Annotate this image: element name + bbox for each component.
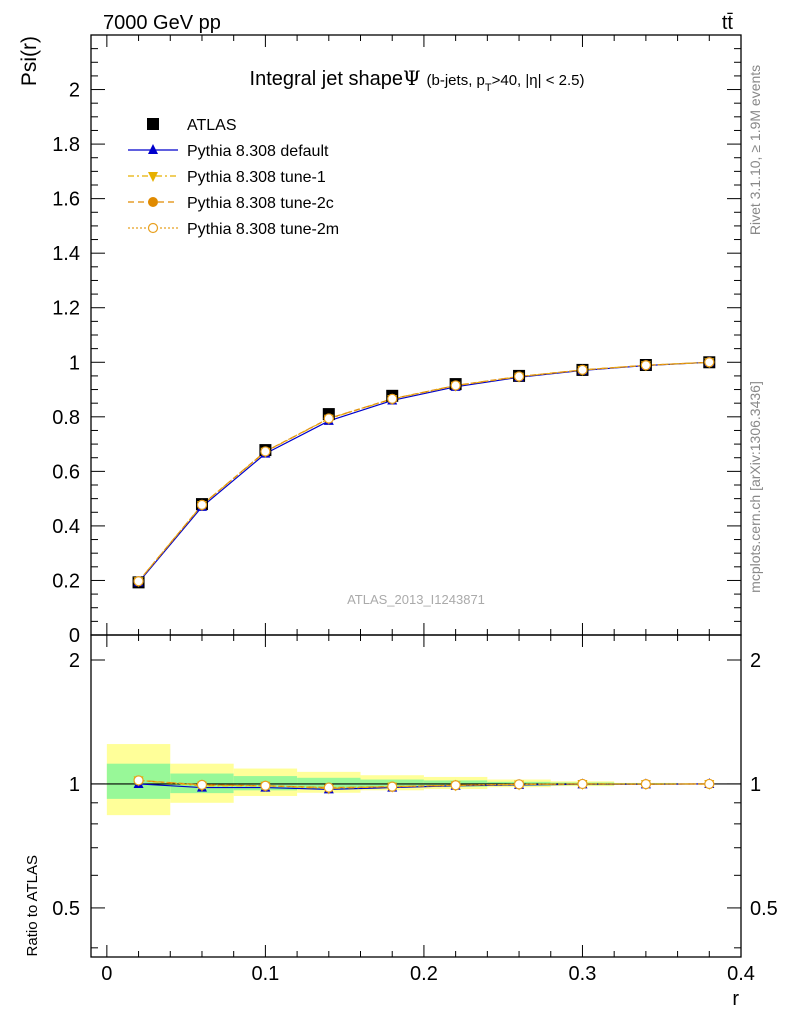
ratio-point-pythia-8-308-tune-2m xyxy=(513,779,525,790)
legend-label: Pythia 8.308 tune-2c xyxy=(187,195,334,212)
main-y-tick-label: 1.8 xyxy=(52,134,80,156)
x-tick-label: 0.1 xyxy=(251,963,279,985)
ratio-point-pythia-8-308-tune-2m xyxy=(450,780,461,791)
main-point-pythia-8-308-tune-2m xyxy=(260,446,271,457)
rivet-label: Rivet 3.1.10, ≥ 1.9M events xyxy=(747,65,763,235)
legend-label: Pythia 8.308 tune-2m xyxy=(187,221,339,238)
main-y-tick-label: 0.8 xyxy=(52,407,80,429)
mcplots-label: mcplots.cern.ch [arXiv:1306.3436] xyxy=(747,381,763,593)
ratio-point-pythia-8-308-tune-2m xyxy=(387,781,398,792)
ratio-y-tick-label-right: 1 xyxy=(750,774,761,796)
main-y-tick-label: 1 xyxy=(69,352,80,374)
process-label: tt̄ xyxy=(722,12,734,34)
ratio-point-pythia-8-308-tune-2m xyxy=(640,779,651,790)
plot-title-main: Integral jet shape xyxy=(250,68,403,90)
ratio-y-tick-label-left: 1 xyxy=(69,774,80,796)
legend-marker xyxy=(148,197,158,207)
legend-marker xyxy=(147,222,159,234)
ratio-point-pythia-8-308-tune-2m xyxy=(704,778,715,790)
main-point-pythia-8-308-tune-2m xyxy=(513,371,525,382)
main-y-tick-label: 1.6 xyxy=(52,189,80,211)
x-tick-label: 0.2 xyxy=(410,963,438,985)
energy-label: 7000 GeV pp xyxy=(103,12,221,34)
main-line-pythia-8-308-tune-2m xyxy=(138,361,710,582)
ratio-point-pythia-8-308-tune-2m xyxy=(323,782,334,793)
main-y-tick-label: 2 xyxy=(69,80,80,102)
series-markers xyxy=(132,356,716,795)
legend-label: Pythia 8.308 default xyxy=(187,143,329,160)
x-tick-label: 0 xyxy=(101,963,112,985)
plot-title-cuts-post: >40, |η| < 2.5) xyxy=(492,72,585,89)
ratio-point-pythia-8-308-tune-2m xyxy=(133,775,144,786)
ratio-point-pythia-8-308-tune-2m xyxy=(577,778,588,790)
plot-title: Integral jet shapeΨ (b-jets, pT>40, |η| <… xyxy=(250,66,585,94)
analysis-watermark: ATLAS_2013_I1243871 xyxy=(347,592,485,607)
main-y-tick-label: 1.2 xyxy=(52,298,80,320)
plot-title-cuts-sub: T xyxy=(485,82,492,94)
plot-title-cuts: (b-jets, p xyxy=(427,72,485,89)
main-line-pythia-8-308-tune-1 xyxy=(138,361,710,582)
main-point-pythia-8-308-tune-2m xyxy=(387,393,398,404)
ratio-bands xyxy=(91,744,741,816)
main-point-pythia-8-308-tune-2m xyxy=(196,499,208,511)
x-tick-label: 0.3 xyxy=(569,963,597,985)
main-point-pythia-8-308-tune-2m xyxy=(323,413,334,424)
ratio-y-tick-label-right: 0.5 xyxy=(750,898,778,920)
legend-marker xyxy=(148,172,158,182)
series-lines xyxy=(138,361,710,791)
main-y-tick-label: 0.4 xyxy=(52,516,80,538)
plot-title-symbol: Ψ xyxy=(403,66,421,90)
main-line-pythia-8-308-default xyxy=(138,361,710,583)
xlabel: r xyxy=(732,988,739,1010)
main-y-tick-label: 0.6 xyxy=(52,461,80,483)
ratio-frame xyxy=(90,634,742,958)
x-tick-label: 0.4 xyxy=(727,963,755,985)
main-point-pythia-8-308-tune-2m xyxy=(577,364,588,376)
legend-marker xyxy=(148,144,158,154)
ratio-y-tick-label-left: 2 xyxy=(69,650,80,672)
main-y-tick-label: 0.2 xyxy=(52,570,80,592)
main-point-pythia-8-308-tune-2m xyxy=(450,380,461,391)
ratio-y-tick-label-left: 0.5 xyxy=(52,898,80,920)
main-point-pythia-8-308-tune-2m xyxy=(640,360,651,371)
legend-label: Pythia 8.308 tune-1 xyxy=(187,169,326,186)
legend: ATLAS Pythia 8.308 default Pythia 8.308 tu… xyxy=(128,117,339,238)
legend-marker xyxy=(147,118,159,130)
ratio-ylabel: Ratio to ATLAS xyxy=(24,855,41,956)
ratio-line-pythia-8-308-tune-2m xyxy=(138,779,710,789)
main-point-pythia-8-308-tune-2m xyxy=(704,357,715,368)
ratio-point-pythia-8-308-tune-2m xyxy=(260,780,271,791)
ratio-point-pythia-8-308-tune-2m xyxy=(196,779,208,790)
ratio-y-tick-label-right: 2 xyxy=(750,650,761,672)
axes: 0 0.1 0.2 0.3 0.4 0 0.2 0.4 0.6 0.8 1 1.2 1.4 1.6 1.8 2… xyxy=(52,34,778,985)
legend-label: ATLAS xyxy=(187,117,237,134)
main-y-tick-label: 0 xyxy=(69,625,80,647)
main-y-tick-label: 1.4 xyxy=(52,243,80,265)
main-point-pythia-8-308-tune-2m xyxy=(133,576,144,587)
main-line-pythia-8-308-tune-2c xyxy=(138,361,710,582)
main-ylabel: Psi(r) xyxy=(18,36,41,86)
